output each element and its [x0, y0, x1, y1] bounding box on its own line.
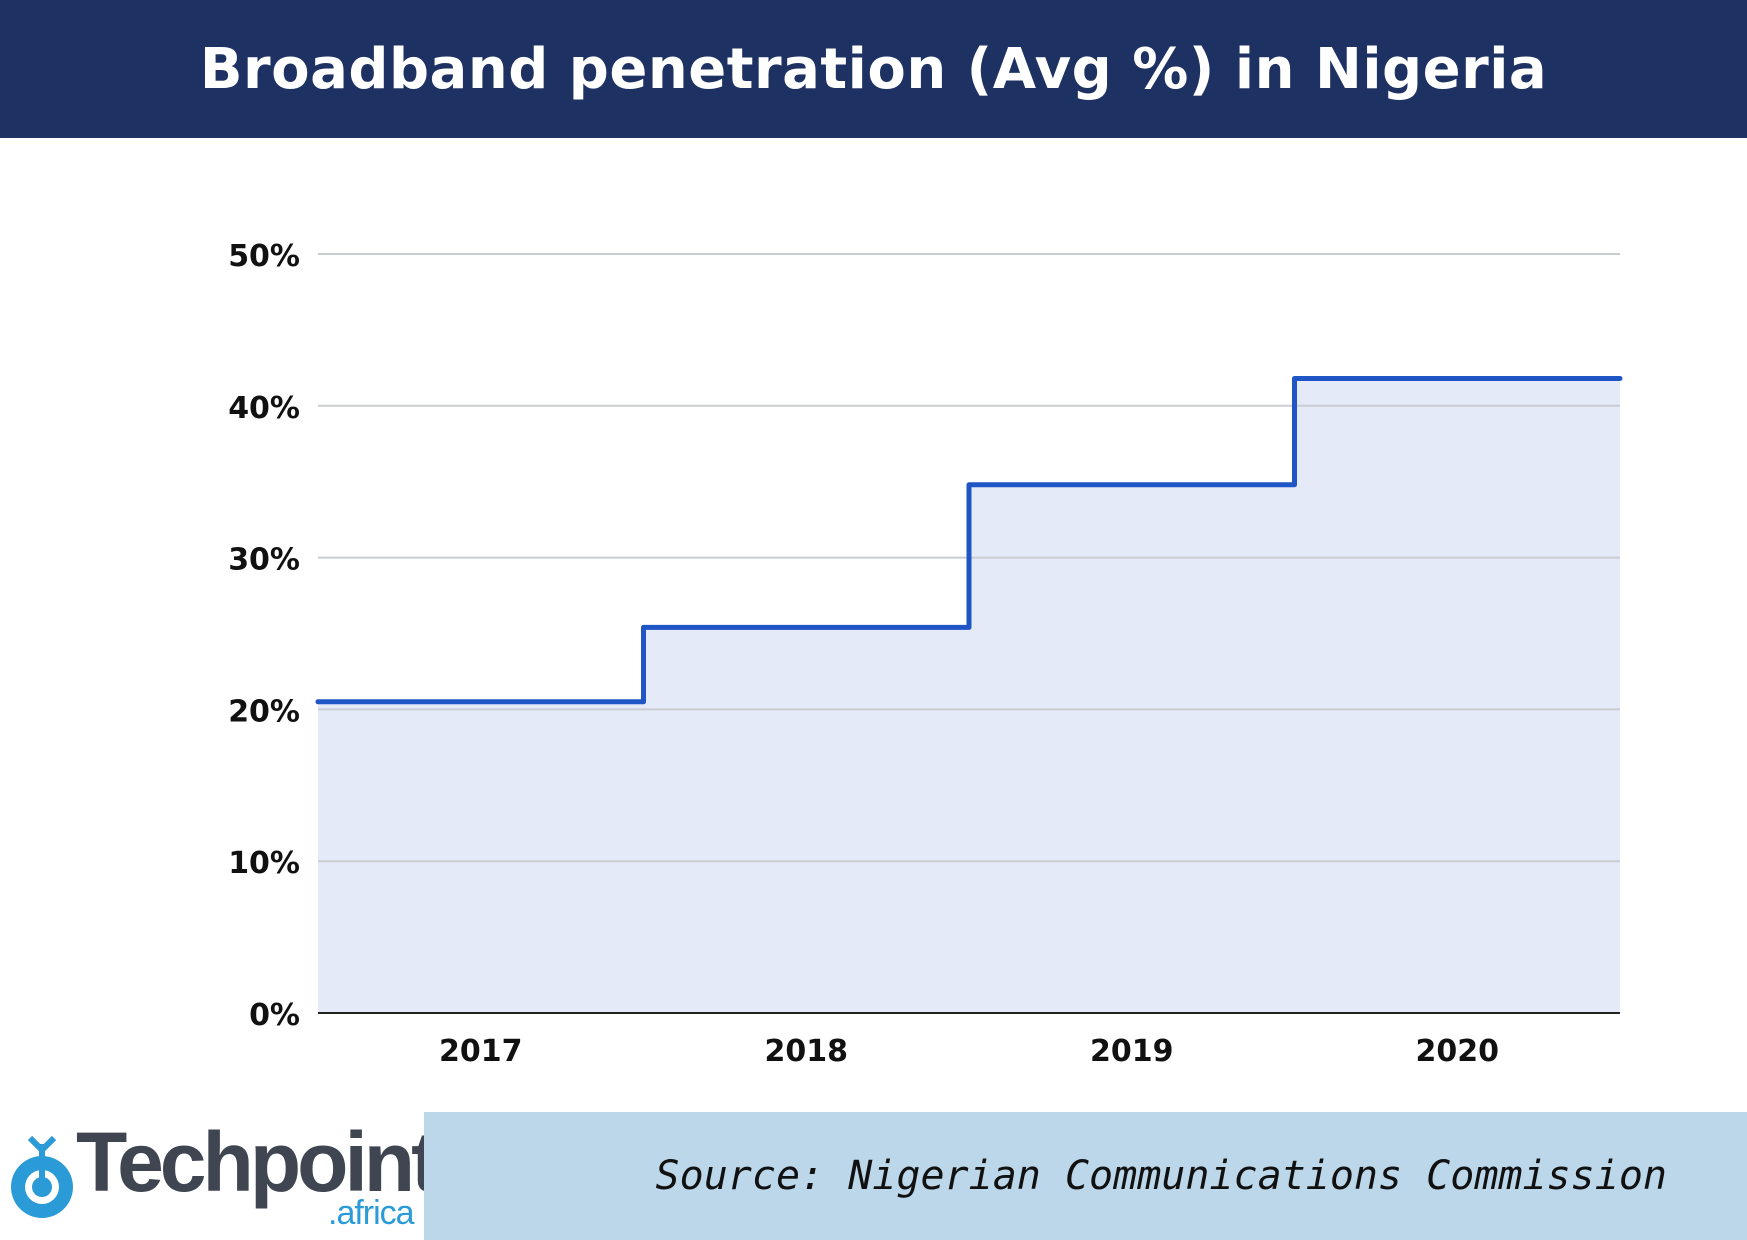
y-tick-label: 20% [228, 694, 300, 729]
logo-wordmark: Techpoint [76, 1115, 439, 1209]
series-step-line [315, 375, 1623, 705]
y-tick-label: 0% [249, 998, 300, 1033]
source-text: Source: Nigerian Communications Commissi… [655, 1153, 1667, 1199]
techpoint-logo: Techpoint .africa [0, 1112, 439, 1240]
step-line-chart: 0% 10% 20% 30% 40% 50% 2017 2018 2019 2020 [228, 239, 1623, 1069]
y-tick-label: 30% [228, 543, 300, 578]
area-fill [318, 378, 1620, 1013]
x-tick-label: 2019 [1090, 1034, 1174, 1069]
x-tick-label: 2020 [1416, 1034, 1500, 1069]
x-tick-label: 2018 [765, 1034, 849, 1069]
y-tick-label: 50% [228, 239, 300, 274]
x-tick-label: 2017 [439, 1034, 523, 1069]
source-banner: Source: Nigerian Communications Commissi… [424, 1112, 1747, 1240]
chart-title: Broadband penetration (Avg %) in Nigeria [199, 36, 1548, 102]
y-tick-label: 40% [228, 391, 300, 426]
y-tick-label: 10% [228, 846, 300, 881]
target-icon [11, 1135, 73, 1218]
title-bar: Broadband penetration (Avg %) in Nigeria [0, 0, 1747, 138]
logo-suffix: .africa [328, 1194, 415, 1232]
footer: Techpoint .africa Source: Nigerian Commu… [0, 1112, 1747, 1240]
